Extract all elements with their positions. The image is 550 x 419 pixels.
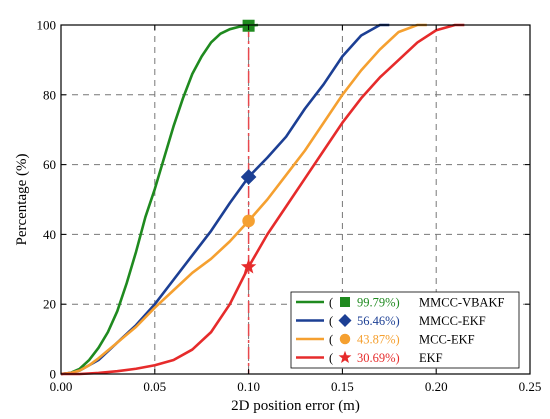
- legend-marker-ekf: [338, 350, 352, 363]
- y-tick-labels: 0 20 40 60 80 100: [37, 18, 57, 382]
- axis-ticks: [60, 24, 531, 375]
- y-tick-label: 60: [43, 157, 56, 172]
- marker-mmcc-ekf: [240, 169, 257, 185]
- x-tick-label: 0.05: [143, 379, 166, 394]
- legend-name: MCC-EKF: [419, 333, 475, 347]
- series-line-ekf: [61, 23, 465, 376]
- y-axis-label: Percentage (%): [14, 153, 30, 245]
- series-line-mmcc-vbakf: [60, 23, 259, 376]
- x-tick-label: 0.20: [425, 379, 448, 394]
- legend-marker-mcc-ekf: [339, 333, 351, 345]
- series-lines: [60, 23, 465, 376]
- x-tick-label: 0.15: [331, 379, 354, 394]
- legend-percent: 99.79%): [357, 296, 400, 310]
- x-tick-labels: 0.00 0.05 0.10 0.15 0.20 0.25: [50, 379, 542, 394]
- legend-paren: (: [329, 314, 333, 328]
- y-tick-label: 20: [43, 297, 56, 312]
- legend-paren: (: [329, 333, 333, 347]
- legend: (99.79%) MMCC-VBAKF (56.46%) MMCC-EKF (43.87…: [290, 291, 520, 369]
- x-axis-label: 2D position error (m): [231, 398, 360, 414]
- legend-name: MMCC-EKF: [419, 314, 486, 328]
- legend-paren: (: [329, 296, 333, 310]
- y-tick-label: 80: [43, 87, 56, 102]
- marker-ekf: [240, 258, 257, 274]
- legend-name: MMCC-VBAKF: [419, 296, 504, 310]
- series-markers: [240, 19, 257, 274]
- legend-percent: 56.46%): [357, 314, 400, 328]
- y-tick-label: 0: [50, 367, 57, 382]
- marker-mcc-ekf: [242, 214, 255, 228]
- x-tick-label: 0.25: [519, 379, 542, 394]
- y-tick-label: 40: [43, 227, 56, 242]
- legend-name: EKF: [419, 351, 443, 365]
- y-tick-label: 100: [37, 18, 57, 33]
- series-line-mcc-ekf: [60, 23, 427, 376]
- legend-percent: 30.69%): [357, 351, 400, 365]
- x-tick-label: 0.00: [50, 379, 73, 394]
- x-tick-label: 0.10: [237, 379, 260, 394]
- legend-marker-mmcc-ekf: [338, 314, 352, 327]
- legend-box: [290, 291, 520, 369]
- legend-marker-mmcc-vbakf: [340, 297, 350, 307]
- legend-paren: (: [329, 351, 333, 365]
- plot-frame: [60, 24, 531, 375]
- legend-percent: 43.87%): [357, 333, 400, 347]
